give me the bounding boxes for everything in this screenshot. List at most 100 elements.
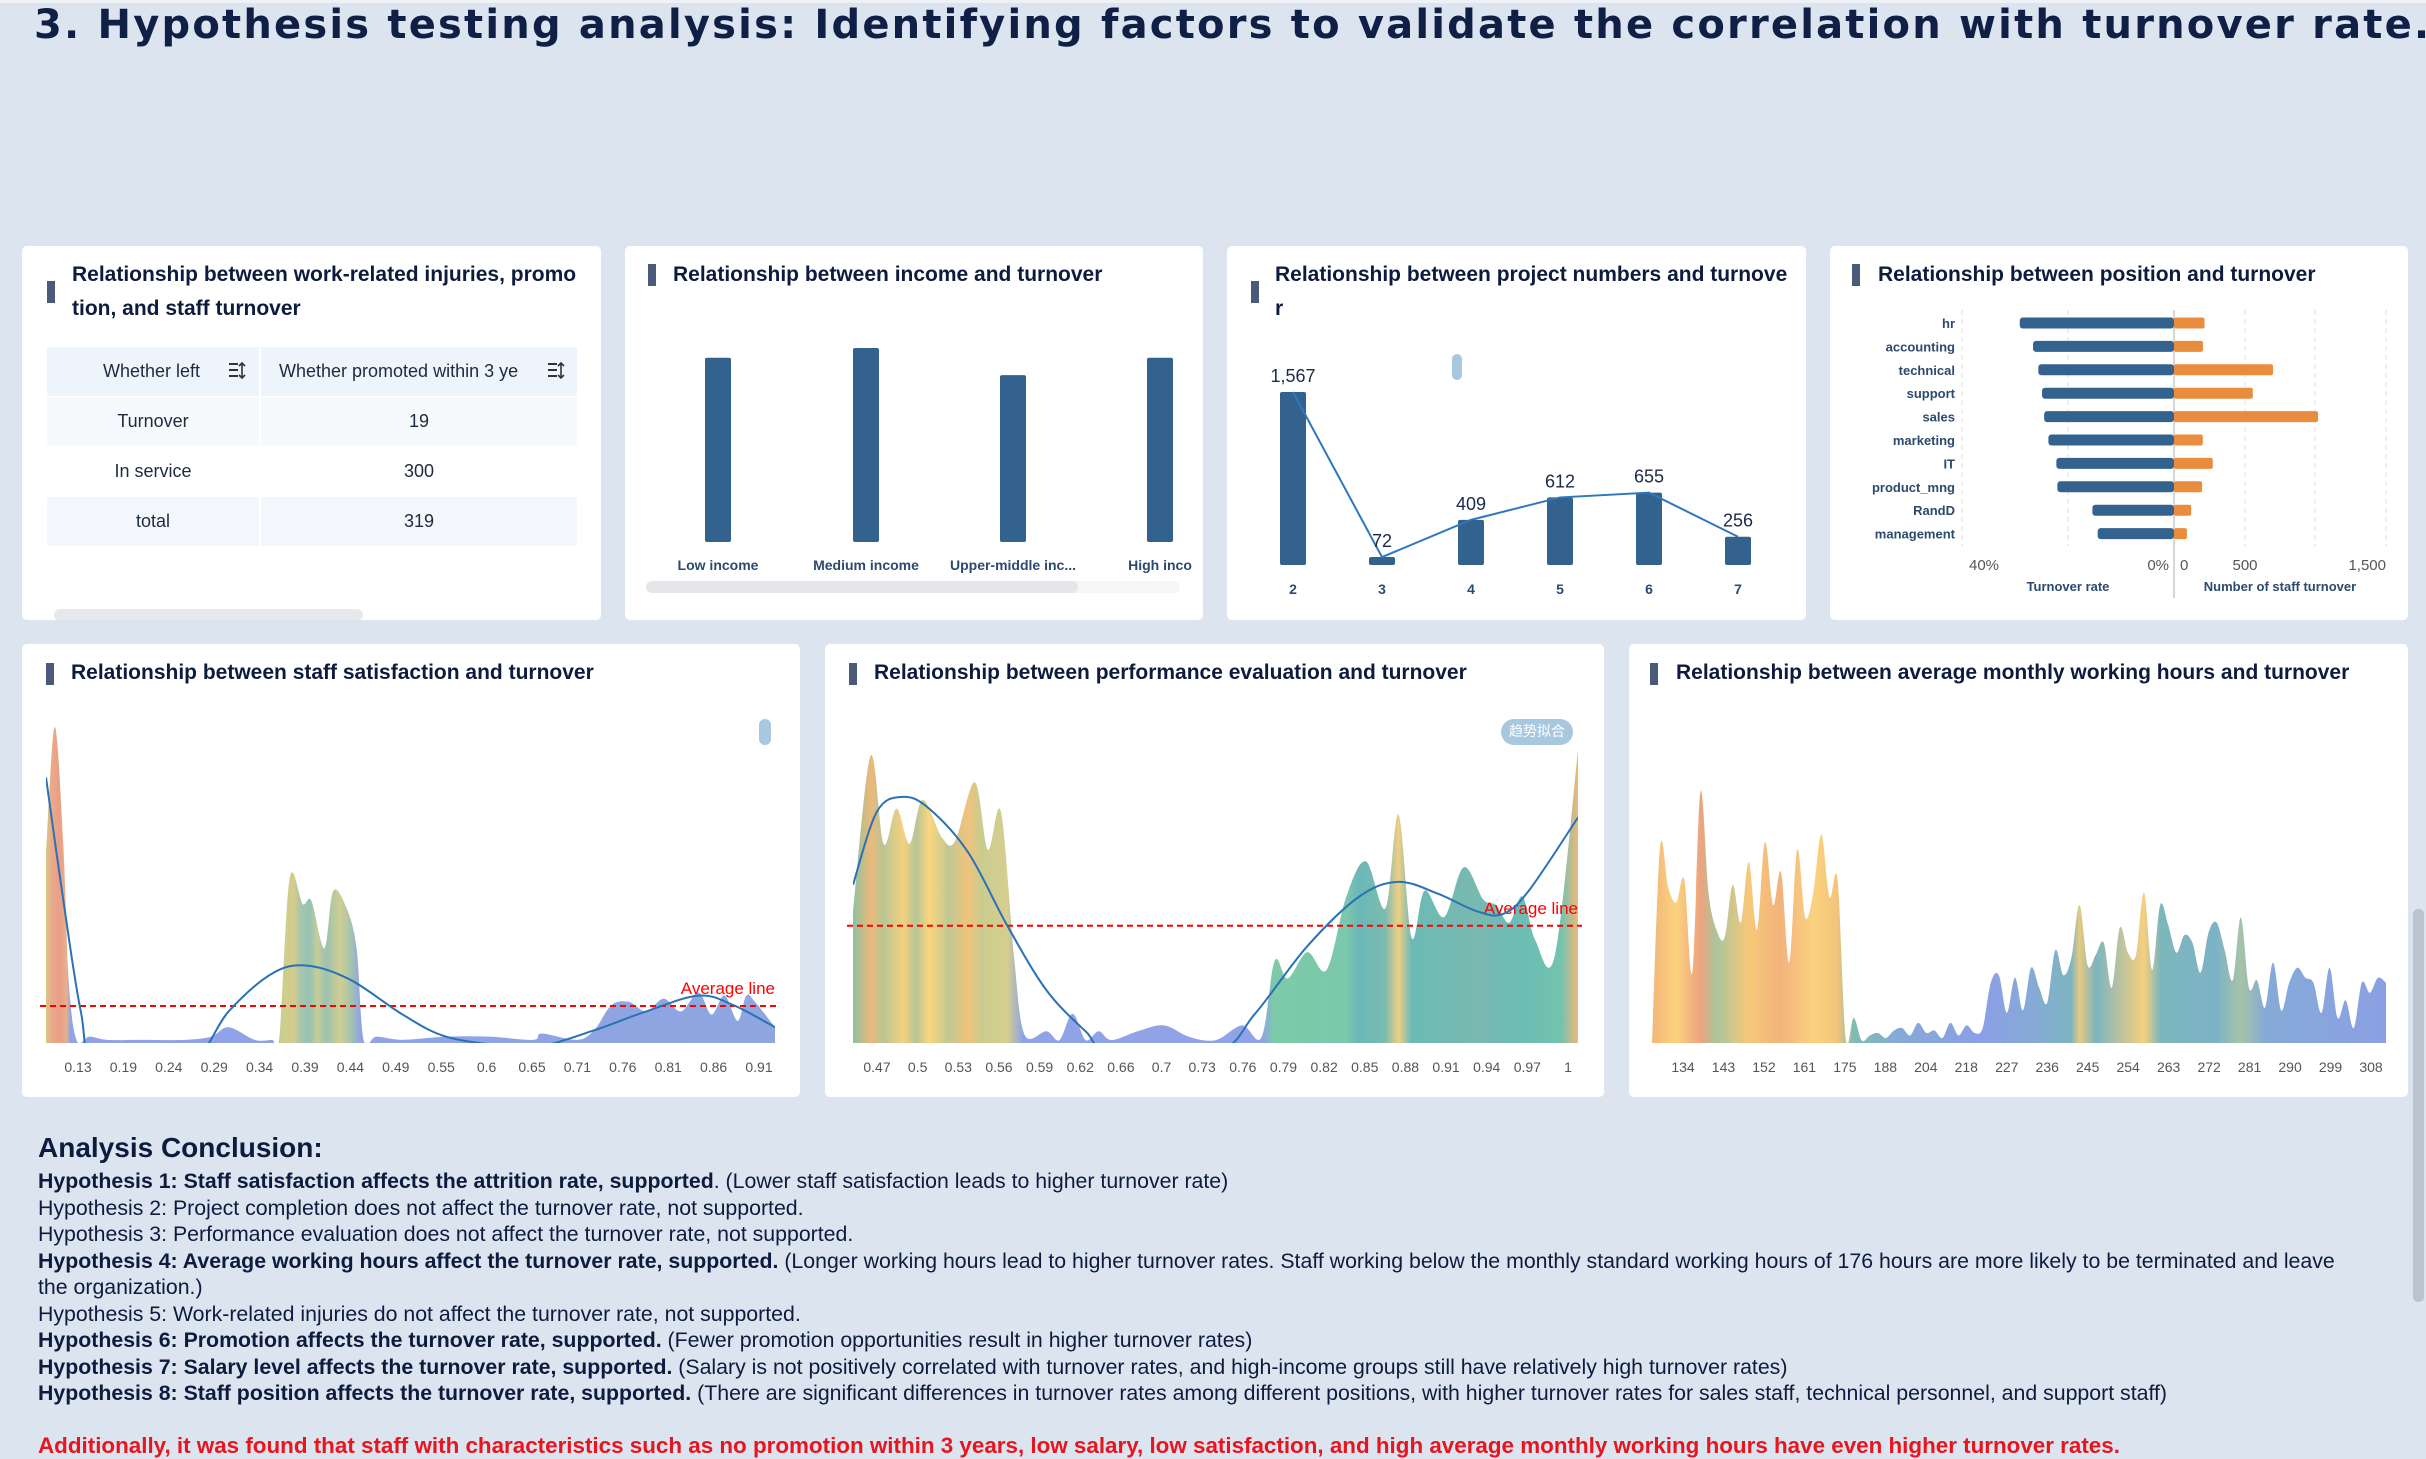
turnover-count-bar xyxy=(2174,388,2253,399)
hypothesis-bold: Hypothesis 8: Staff position affects the… xyxy=(38,1381,691,1405)
distribution-area xyxy=(46,727,775,1052)
header-label: Whether left xyxy=(103,361,200,382)
category-label: High inco xyxy=(1128,557,1192,573)
scrollbar-thumb[interactable] xyxy=(646,581,1078,593)
card-income: Relationship between income and turnover… xyxy=(625,246,1203,620)
sort-icon[interactable] xyxy=(547,361,565,381)
category-label: 6 xyxy=(1645,581,1653,597)
x-tick-label: 204 xyxy=(1914,1059,1938,1075)
turnover-rate-bar xyxy=(2042,388,2174,399)
turnover-count-bar xyxy=(2174,435,2203,446)
turnover-rate-bar xyxy=(2056,458,2174,469)
turnover-count-bar xyxy=(2174,505,2191,516)
axis-title: Number of staff turnover xyxy=(2204,579,2356,594)
category-label: 4 xyxy=(1467,581,1475,597)
hypothesis-bold: Hypothesis 4: Average working hours affe… xyxy=(38,1249,778,1273)
category-label: Upper-middle inc... xyxy=(950,557,1076,573)
hypothesis-text: Hypothesis 3: Performance evaluation doe… xyxy=(38,1222,853,1246)
turnover-rate-bar xyxy=(2033,341,2174,352)
table-cell: Turnover xyxy=(47,397,259,446)
x-tick-label: 0.97 xyxy=(1514,1059,1541,1075)
x-tick-label: 0.56 xyxy=(985,1059,1012,1075)
x-tick-label: 0.82 xyxy=(1310,1059,1337,1075)
x-tick-label: 0.5 xyxy=(908,1059,928,1075)
x-tick-label: 0.94 xyxy=(1473,1059,1500,1075)
x-tick-label: 0.76 xyxy=(1229,1059,1256,1075)
x-tick-label: 0.66 xyxy=(1107,1059,1134,1075)
card-projects: Relationship between project numbers and… xyxy=(1227,246,1806,620)
card-satisfaction: Relationship between staff satisfaction … xyxy=(22,644,800,1097)
category-label: hr xyxy=(1942,316,1955,331)
hypothesis-text: Hypothesis 5: Work-related injuries do n… xyxy=(38,1302,801,1326)
category-label: 7 xyxy=(1734,581,1742,597)
x-tick-label: 143 xyxy=(1712,1059,1736,1075)
sort-icon[interactable] xyxy=(228,361,246,381)
x-tick-label: 0.24 xyxy=(155,1059,182,1075)
category-label: IT xyxy=(1943,456,1955,471)
category-label: product_mng xyxy=(1872,480,1955,495)
trend-fit-toggle-button[interactable]: 趋势拟合 xyxy=(1501,719,1573,745)
table-cell: total xyxy=(47,497,259,546)
axis-title: Turnover rate xyxy=(2027,579,2110,594)
data-label: 655 xyxy=(1634,467,1664,487)
chart-handle-icon xyxy=(1452,354,1462,380)
x-tick-label: 0.39 xyxy=(291,1059,318,1075)
axis-tick-label: 500 xyxy=(2232,557,2257,574)
hypothesis-bold: Hypothesis 7: Salary level affects the t… xyxy=(38,1355,672,1379)
x-tick-label: 0.49 xyxy=(382,1059,409,1075)
table-cell: 19 xyxy=(261,397,577,446)
x-tick-label: 0.79 xyxy=(1270,1059,1297,1075)
x-tick-label: 0.76 xyxy=(609,1059,636,1075)
hypothesis-text: . (Lower staff satisfaction leads to hig… xyxy=(714,1169,1229,1193)
hypothesis-bold: Hypothesis 6: Promotion affects the turn… xyxy=(38,1328,662,1352)
horizontal-scrollbar[interactable] xyxy=(54,609,363,620)
x-tick-label: 0.71 xyxy=(564,1059,591,1075)
x-tick-label: 236 xyxy=(2036,1059,2060,1075)
title-accent-bar xyxy=(47,281,55,303)
turnover-rate-bar xyxy=(2092,505,2174,516)
x-tick-label: 0.29 xyxy=(201,1059,228,1075)
hypothesis-5: Hypothesis 5: Work-related injuries do n… xyxy=(38,1301,2383,1328)
turnover-count-bar xyxy=(2174,318,2205,329)
category-label: technical xyxy=(1899,363,1955,378)
card-injuries-promotion: Relationship between work-related injuri… xyxy=(22,246,601,620)
x-tick-label: 0.88 xyxy=(1392,1059,1419,1075)
category-label: marketing xyxy=(1893,433,1955,448)
turnover-rate-bar xyxy=(2038,364,2174,375)
trend-line xyxy=(1293,392,1738,557)
x-tick-label: 0.19 xyxy=(110,1059,137,1075)
category-label: RandD xyxy=(1913,503,1955,518)
category-label: Medium income xyxy=(813,557,919,573)
income-bar-chart: Low income Medium income Upper-middle inc.… xyxy=(625,246,1203,620)
column-header-whether-promoted[interactable]: Whether promoted within 3 ye xyxy=(261,347,577,396)
data-label: 1,567 xyxy=(1270,366,1315,386)
turnover-count-bar xyxy=(2174,528,2187,539)
x-tick-label: 0.73 xyxy=(1189,1059,1216,1075)
data-label: 612 xyxy=(1545,471,1575,491)
position-diverging-bar-chart: hraccountingtechnicalsupportsalesmarketi… xyxy=(1830,246,2408,620)
hypothesis-text: (There are significant differences in tu… xyxy=(691,1381,2167,1405)
conclusion-heading: Analysis Conclusion: xyxy=(38,1130,2383,1166)
axis-tick-label: 1,500 xyxy=(2348,557,2386,574)
page-vertical-scrollbar[interactable] xyxy=(2413,909,2424,1302)
x-tick-label: 227 xyxy=(1995,1059,2019,1075)
category-label: 2 xyxy=(1289,581,1297,597)
category-label: Low income xyxy=(678,557,759,573)
horizontal-scrollbar[interactable] xyxy=(646,581,1180,593)
data-label: 72 xyxy=(1372,531,1392,551)
project-bar xyxy=(1369,557,1395,565)
turnover-rate-bar xyxy=(2048,435,2174,446)
x-tick-label: 1 xyxy=(1564,1059,1572,1075)
card-position: Relationship between position and turnov… xyxy=(1830,246,2408,620)
turnover-count-bar xyxy=(2174,341,2203,352)
x-tick-label: 290 xyxy=(2278,1059,2302,1075)
hypothesis-2: Hypothesis 2: Project completion does no… xyxy=(38,1195,2383,1222)
hypothesis-7: Hypothesis 7: Salary level affects the t… xyxy=(38,1354,2383,1381)
x-tick-label: 0.13 xyxy=(64,1059,91,1075)
axis-tick-label: 40% xyxy=(1969,557,1999,574)
hypothesis-1: Hypothesis 1: Staff satisfaction affects… xyxy=(38,1168,2383,1195)
turnover-count-bar xyxy=(2174,411,2318,422)
